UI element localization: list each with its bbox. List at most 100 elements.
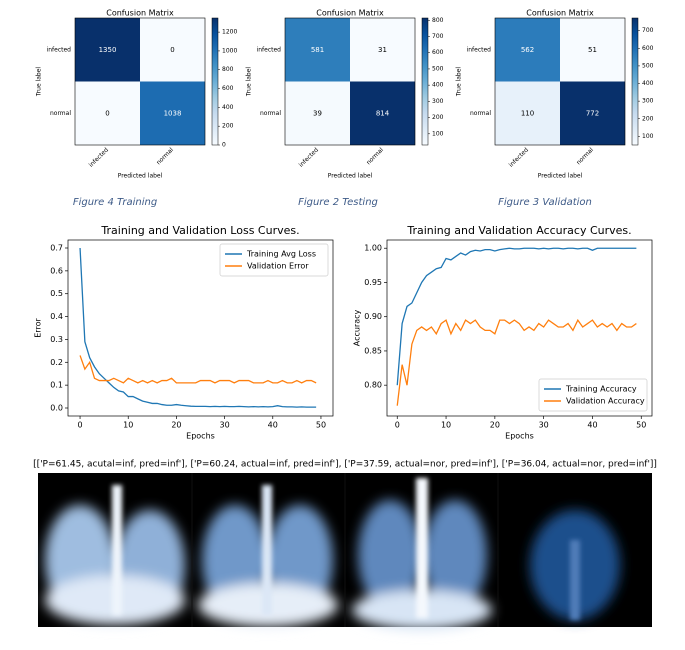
chart-title: Training and Validation Accuracy Curves. [406, 224, 631, 237]
cell-label: 0 [170, 46, 174, 54]
cell-label: 772 [586, 109, 599, 117]
cell-label: 581 [311, 46, 324, 54]
x-axis-label: Predicted label [328, 173, 373, 180]
cell-label: 31 [378, 46, 387, 54]
heatmap-cell [285, 81, 350, 145]
heatmap-cell [560, 81, 625, 145]
y-tick-label: 0.5 [50, 289, 63, 298]
x-tick-label: 10 [123, 421, 133, 430]
cell-label: 110 [521, 109, 534, 117]
x-tick-label: infected [88, 146, 110, 168]
y-axis-label: Accuracy [353, 309, 362, 346]
y-tick-label: infected [47, 46, 72, 53]
colorbar-tick-label: 100 [642, 133, 654, 140]
y-tick-label: 0.4 [50, 312, 63, 321]
y-tick-label: 0.0 [50, 404, 63, 413]
plot-frame [386, 239, 653, 417]
series-line [79, 355, 317, 384]
heatmap-cell [140, 81, 205, 145]
heatmap-cell [350, 81, 415, 145]
heatmap-cell [495, 81, 560, 145]
y-axis-label: True label [246, 67, 253, 97]
x-tick-label: 20 [490, 421, 500, 430]
colorbar-tick-label: 600 [642, 45, 654, 52]
legend-label: Training Accuracy [565, 385, 637, 394]
y-tick-label: infected [467, 46, 492, 53]
colorbar-tick-label: 0 [222, 142, 226, 149]
legend [219, 243, 329, 277]
y-tick-label: 0.85 [364, 346, 382, 355]
heatmap-cell [140, 18, 205, 82]
x-tick-label: 0 [77, 421, 82, 430]
caption: Figure 3 Validation [498, 197, 592, 208]
colorbar-tick-label: 400 [432, 82, 444, 89]
chart-title: Confusion Matrix [106, 9, 174, 18]
x-tick-label: normal [155, 146, 175, 166]
legend-label: Validation Error [247, 262, 309, 271]
cell-label: 1350 [99, 46, 117, 54]
colorbar-tick-label: 400 [642, 80, 654, 87]
plot-frame [67, 239, 334, 417]
plot-frame [74, 17, 206, 146]
colorbar-tick-label: 200 [642, 115, 654, 122]
series-line [396, 318, 637, 406]
heatmap-cell [285, 18, 350, 82]
colorbar-tick-label: 700 [642, 27, 654, 34]
x-tick-label: 50 [316, 421, 326, 430]
x-tick-label: 10 [441, 421, 451, 430]
chart-title: Confusion Matrix [316, 9, 384, 18]
y-tick-label: normal [260, 110, 281, 117]
colorbar [631, 17, 639, 146]
plot-frame [284, 17, 416, 146]
colorbar [211, 17, 219, 146]
caption: Figure 4 Training [73, 197, 157, 208]
colorbar-tick-label: 1200 [222, 29, 237, 36]
x-tick-label: infected [508, 146, 530, 168]
heatmap-cell [495, 18, 560, 82]
chart-title: Training and Validation Loss Curves. [100, 224, 299, 237]
heatmap-cell [75, 18, 140, 82]
y-axis-label: True label [456, 67, 463, 97]
y-tick-label: 0.90 [364, 312, 382, 321]
x-tick-label: 50 [636, 421, 646, 430]
plot-frame [494, 17, 626, 146]
series-line [396, 247, 637, 386]
y-tick-label: 1.00 [364, 244, 382, 253]
xray-strip [38, 473, 652, 630]
x-tick-label: 0 [395, 421, 400, 430]
cell-label: 1038 [164, 109, 182, 117]
x-axis-label: Predicted label [118, 173, 163, 180]
y-tick-label: 0.80 [364, 381, 382, 390]
x-tick-label: 30 [539, 421, 549, 430]
caption: Figure 2 Testing [298, 197, 378, 208]
cell-label: 39 [313, 109, 322, 117]
colorbar-tick-label: 400 [222, 104, 234, 111]
y-axis-label: True label [36, 67, 43, 97]
xray-caption: [['P=61.45, acutal=inf, pred=inf'], ['P=… [33, 460, 657, 470]
cell-label: 814 [376, 109, 390, 117]
cell-label: 51 [588, 46, 597, 54]
colorbar-tick-label: 200 [432, 114, 444, 121]
x-tick-label: 40 [268, 421, 278, 430]
y-tick-label: 0.7 [50, 244, 63, 253]
colorbar [421, 17, 429, 146]
y-tick-label: 0.2 [50, 358, 63, 367]
x-axis-label: Predicted label [538, 173, 583, 180]
colorbar-tick-label: 600 [432, 49, 444, 56]
y-tick-label: 0.3 [50, 335, 63, 344]
y-tick-label: 0.95 [364, 278, 382, 287]
heatmap-cell [350, 18, 415, 82]
x-tick-label: 40 [587, 421, 597, 430]
cell-label: 562 [521, 46, 534, 54]
legend-label: Training Avg Loss [246, 250, 316, 259]
x-axis-label: Epochs [505, 432, 534, 441]
x-tick-label: normal [365, 146, 385, 166]
y-tick-label: 0.6 [50, 266, 63, 275]
y-tick-label: normal [470, 110, 491, 117]
colorbar-tick-label: 300 [642, 98, 654, 105]
series-line [79, 247, 317, 408]
colorbar-tick-label: 300 [432, 98, 444, 105]
colorbar-tick-label: 800 [222, 66, 234, 73]
cell-label: 0 [105, 109, 109, 117]
